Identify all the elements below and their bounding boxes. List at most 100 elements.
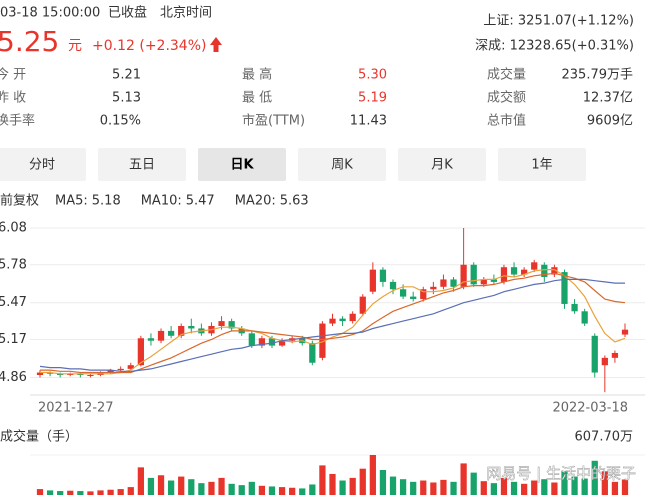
candle-body	[611, 352, 619, 358]
volume-bar	[248, 481, 255, 495]
y-tick-label: 5.47	[0, 295, 27, 310]
stat-value: 5.30	[358, 68, 387, 83]
candle-body	[561, 272, 568, 304]
quote-time: 03-18 15:00:00	[0, 6, 100, 21]
volume-bar	[147, 477, 155, 495]
candle-body	[410, 296, 417, 300]
candle-body	[178, 326, 185, 336]
candle-body	[541, 264, 548, 277]
volume-bar	[399, 479, 407, 495]
y-tick-label: 4.86	[0, 370, 27, 385]
volume-bar	[218, 477, 225, 495]
candle-body	[591, 335, 598, 373]
ma-name: MA20:	[235, 194, 276, 209]
candle-body	[278, 340, 286, 346]
tab-button[interactable]	[198, 148, 286, 181]
volume-bar	[329, 473, 336, 495]
tab-label[interactable]: 日K	[230, 158, 254, 173]
volume-bar	[127, 487, 134, 495]
stat-value: 235.79万手	[562, 68, 634, 83]
watermark: 网易号 | 生活中的栗子	[486, 465, 636, 483]
tab-button[interactable]	[0, 148, 86, 181]
candle-body	[430, 286, 437, 290]
candle-body	[147, 338, 155, 341]
price-change: +0.12 (+2.34%)	[92, 38, 206, 54]
tab-button[interactable]	[398, 148, 486, 181]
candle-body	[218, 321, 225, 326]
tab-label[interactable]: 月K	[431, 158, 453, 173]
tab-label[interactable]: 分时	[29, 158, 55, 173]
tab-label[interactable]: 周K	[331, 158, 353, 173]
candle-body	[137, 338, 144, 366]
candle-body	[107, 370, 114, 373]
volume-tick-label: 607.70万	[575, 430, 634, 445]
volume-bar	[268, 486, 276, 495]
volume-bar	[541, 479, 548, 495]
candle-body	[188, 326, 195, 329]
volume-bar	[621, 479, 629, 495]
volume-title: 成交量（手）	[0, 429, 78, 445]
volume-bar	[46, 490, 54, 495]
stat-value: 5.13	[112, 91, 141, 106]
volume-bar	[117, 489, 124, 495]
volume-bar	[510, 481, 518, 495]
stat-label: 换手率	[0, 113, 35, 129]
volume-bar	[208, 481, 215, 495]
candle-body	[369, 269, 376, 292]
candle-body	[329, 318, 336, 324]
candle-body	[389, 281, 397, 290]
volume-bar	[389, 476, 397, 495]
tab-button[interactable]	[98, 148, 186, 181]
period-tabs: 分时 五日 日K 周K 月K 1年	[0, 148, 586, 181]
volume-bar	[581, 478, 588, 495]
candle-body	[36, 372, 44, 375]
volume-bar	[289, 487, 296, 495]
candle-body	[379, 269, 387, 282]
volume-bar	[107, 489, 114, 495]
candle-body	[551, 267, 558, 275]
volume-bar	[178, 476, 185, 495]
candle-body	[571, 303, 578, 312]
tab-label[interactable]: 五日	[129, 158, 155, 173]
volume-bar	[561, 471, 568, 495]
tab-button[interactable]	[498, 148, 586, 181]
x-tick-label: 2022-03-18	[552, 401, 628, 416]
stat-value: 5.21	[112, 68, 141, 83]
tab-button[interactable]	[298, 148, 386, 181]
tab-label[interactable]: 1年	[531, 158, 552, 173]
volume-bar	[278, 487, 286, 495]
candle-body	[127, 365, 134, 369]
candle-body	[157, 330, 165, 341]
candle-body	[248, 333, 255, 346]
candle-body	[480, 279, 487, 285]
candle-body	[531, 262, 538, 270]
volume-bar	[420, 480, 427, 495]
volume-bar	[188, 479, 195, 495]
candle-body	[581, 311, 588, 324]
y-tick-label: 5.78	[0, 257, 27, 272]
index-quote: 深成: 12328.65(+0.31%)	[475, 39, 634, 54]
candle-body	[500, 267, 508, 282]
volume-bar	[450, 481, 457, 495]
volume-bar	[97, 490, 104, 495]
ma-value: 5.18	[92, 194, 121, 209]
stat-label: 成交量	[487, 67, 526, 83]
timezone: 北京时间	[160, 6, 212, 21]
volume-bar	[571, 476, 578, 495]
stat-value: 11.43	[350, 114, 387, 129]
candle-body	[359, 296, 366, 314]
volume-bar	[611, 481, 619, 495]
volume-bar	[319, 465, 326, 495]
volume-bar	[369, 455, 376, 495]
candle-body	[470, 264, 477, 285]
candle-body	[339, 318, 346, 322]
volume-bar	[36, 489, 44, 495]
adjust-mode: 前复权	[0, 193, 39, 209]
candle-body	[167, 330, 175, 336]
volume-bar	[601, 471, 608, 495]
candle-body	[601, 357, 608, 366]
stat-label: 今 开	[0, 67, 26, 83]
volume-bar	[490, 483, 498, 495]
candle-body	[490, 279, 498, 282]
